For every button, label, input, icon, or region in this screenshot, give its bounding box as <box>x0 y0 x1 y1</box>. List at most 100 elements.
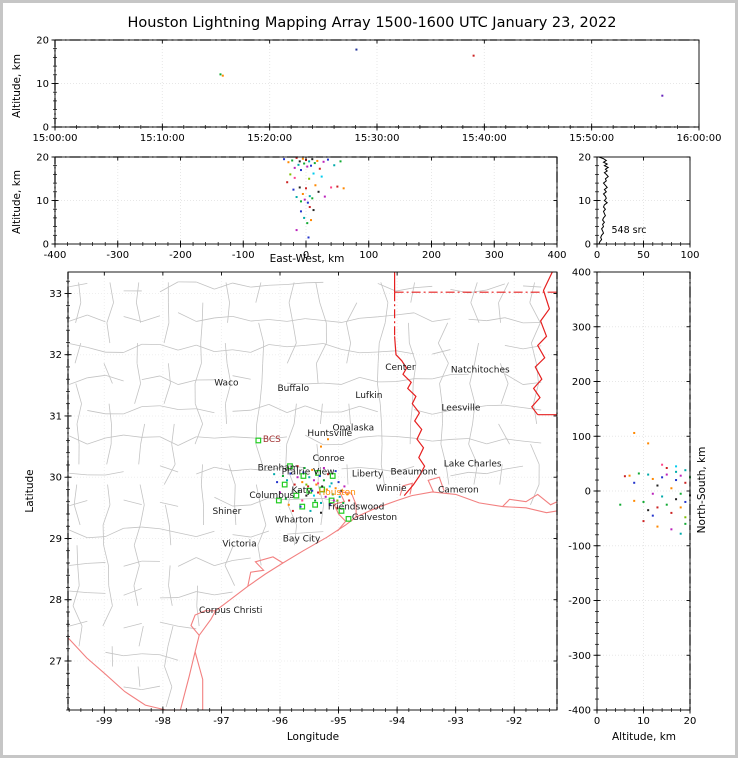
svg-text:15:00:00: 15:00:00 <box>33 133 78 144</box>
edge-noise-map <box>67 272 558 710</box>
svg-text:Shiner: Shiner <box>212 507 241 517</box>
svg-text:-98: -98 <box>155 716 171 727</box>
svg-text:Lufkin: Lufkin <box>355 391 382 401</box>
svg-text:0: 0 <box>594 716 600 727</box>
svg-text:Katy: Katy <box>292 486 313 496</box>
svg-text:100: 100 <box>572 432 591 443</box>
svg-text:Houston: Houston <box>318 488 355 498</box>
svg-text:32: 32 <box>49 350 62 361</box>
panel-ew_height: -400 -300 -200 -100 0 100 200 300 400 0 10 20 <box>36 153 566 262</box>
svg-text:400: 400 <box>547 250 566 261</box>
ns-panel-xlabel: Altitude, km <box>611 731 676 743</box>
svg-text:Liberty: Liberty <box>352 470 384 480</box>
svg-text:BCS: BCS <box>263 435 281 445</box>
panel-alt_histogram: 0 50 100 0 10 20 <box>578 153 699 262</box>
svg-text:100: 100 <box>680 250 699 261</box>
svg-text:15:20:00: 15:20:00 <box>247 133 292 144</box>
svg-text:Natchitoches: Natchitoches <box>451 365 510 375</box>
svg-text:300: 300 <box>572 322 591 333</box>
map-ylabel: Latitude <box>24 469 36 513</box>
svg-text:16:00:00: 16:00:00 <box>677 133 722 144</box>
svg-text:31: 31 <box>49 411 62 422</box>
svg-text:Victoria: Victoria <box>222 539 256 549</box>
svg-text:20: 20 <box>36 153 49 164</box>
gridlines-ew_height <box>55 157 557 244</box>
time-panel-ylabel: Altitude, km <box>11 54 23 119</box>
svg-text:Columbus: Columbus <box>249 491 294 501</box>
gridlines-time_height <box>55 40 699 127</box>
svg-text:27: 27 <box>49 656 62 667</box>
tick-labels-ns_height: 0 10 20 400 300 200 100 0 -100 -200 -300 -400 <box>568 268 696 728</box>
svg-text:Conroe: Conroe <box>313 454 346 464</box>
svg-text:33: 33 <box>49 289 62 300</box>
svg-text:-92: -92 <box>506 716 522 727</box>
svg-text:10: 10 <box>578 196 591 207</box>
svg-text:-300: -300 <box>568 651 591 662</box>
svg-text:-400: -400 <box>44 250 67 261</box>
svg-text:Center: Center <box>385 363 416 373</box>
panel-time_height: 15:00:00 15:10:00 15:20:00 15:30:00 15:40:00… <box>33 36 722 145</box>
altitude-histogram-line <box>598 156 610 245</box>
svg-text:Winnie: Winnie <box>376 484 407 494</box>
svg-text:20: 20 <box>36 36 49 47</box>
svg-text:0: 0 <box>585 487 591 498</box>
svg-text:Brenham: Brenham <box>258 463 299 473</box>
minor-ticks-alt_histogram <box>595 156 691 246</box>
source-points-map <box>273 438 351 514</box>
gridlines-alt_histogram <box>597 157 690 244</box>
svg-text:Wharton: Wharton <box>275 515 314 525</box>
svg-text:0: 0 <box>585 240 591 251</box>
svg-text:-200: -200 <box>568 596 591 607</box>
figure-title: Houston Lightning Mapping Array 1500-160… <box>127 15 617 31</box>
svg-text:15:40:00: 15:40:00 <box>462 133 507 144</box>
gridlines-map <box>68 272 557 710</box>
svg-text:15:10:00: 15:10:00 <box>140 133 185 144</box>
minor-ticks-map <box>66 280 550 712</box>
lma-panels-svg: 15:00:00 15:10:00 15:20:00 15:30:00 15:40:00… <box>33 36 722 728</box>
svg-text:0: 0 <box>594 250 600 261</box>
svg-text:Bay City: Bay City <box>283 534 321 544</box>
svg-text:-100: -100 <box>232 250 255 261</box>
tick-labels-ew_height: -400 -300 -200 -100 0 100 200 300 400 0 10 20 <box>36 153 566 262</box>
svg-text:200: 200 <box>422 250 441 261</box>
svg-text:-94: -94 <box>389 716 405 727</box>
source-points-ns_height <box>619 431 691 535</box>
svg-text:20: 20 <box>578 153 591 164</box>
svg-text:100: 100 <box>359 250 378 261</box>
svg-text:29: 29 <box>49 534 62 545</box>
ns-panel-ylabel: North-South, km <box>696 446 708 534</box>
city-labels: Waco Buffalo Lufkin Center Natchitoches Leesv… <box>199 363 510 616</box>
source-points-time_height <box>219 48 664 97</box>
svg-text:Cameron: Cameron <box>438 485 479 495</box>
svg-text:-300: -300 <box>106 250 129 261</box>
svg-text:300: 300 <box>485 250 504 261</box>
svg-text:-400: -400 <box>568 706 591 717</box>
svg-text:-97: -97 <box>213 716 229 727</box>
svg-text:0: 0 <box>43 240 49 251</box>
source-points-ew_height <box>283 156 345 239</box>
svg-text:-96: -96 <box>272 716 288 727</box>
svg-text:-93: -93 <box>448 716 464 727</box>
tick-labels-time_height: 15:00:00 15:10:00 15:20:00 15:30:00 15:40:00… <box>33 36 722 145</box>
tick-labels-map: -99 -98 -97 -96 -95 -94 -93 -92 27 28 29 30 31 32 33 <box>49 289 522 727</box>
tick-labels-alt_histogram: 0 50 100 0 10 20 <box>578 153 699 262</box>
svg-text:Prairie View: Prairie View <box>282 468 335 478</box>
edge-noise-ew_height <box>54 156 558 244</box>
map-xlabel: Longitude <box>286 731 340 743</box>
ew-panel-ylabel: Altitude, km <box>11 170 23 235</box>
svg-text:Huntsville: Huntsville <box>307 429 352 439</box>
svg-text:10: 10 <box>36 196 49 207</box>
panel-map: Waco Buffalo Lufkin Center Natchitoches Leesv… <box>49 271 558 727</box>
svg-text:Beaumont: Beaumont <box>391 468 438 478</box>
svg-text:30: 30 <box>49 473 62 484</box>
svg-text:50: 50 <box>637 250 650 261</box>
svg-text:400: 400 <box>572 268 591 279</box>
svg-text:0: 0 <box>43 123 49 134</box>
county-lines <box>69 281 542 708</box>
gridlines-ns_height <box>597 272 690 710</box>
svg-text:Corpus Christi: Corpus Christi <box>199 606 262 616</box>
svg-text:200: 200 <box>572 377 591 388</box>
svg-text:Leesville: Leesville <box>441 403 480 413</box>
svg-text:-99: -99 <box>96 716 112 727</box>
